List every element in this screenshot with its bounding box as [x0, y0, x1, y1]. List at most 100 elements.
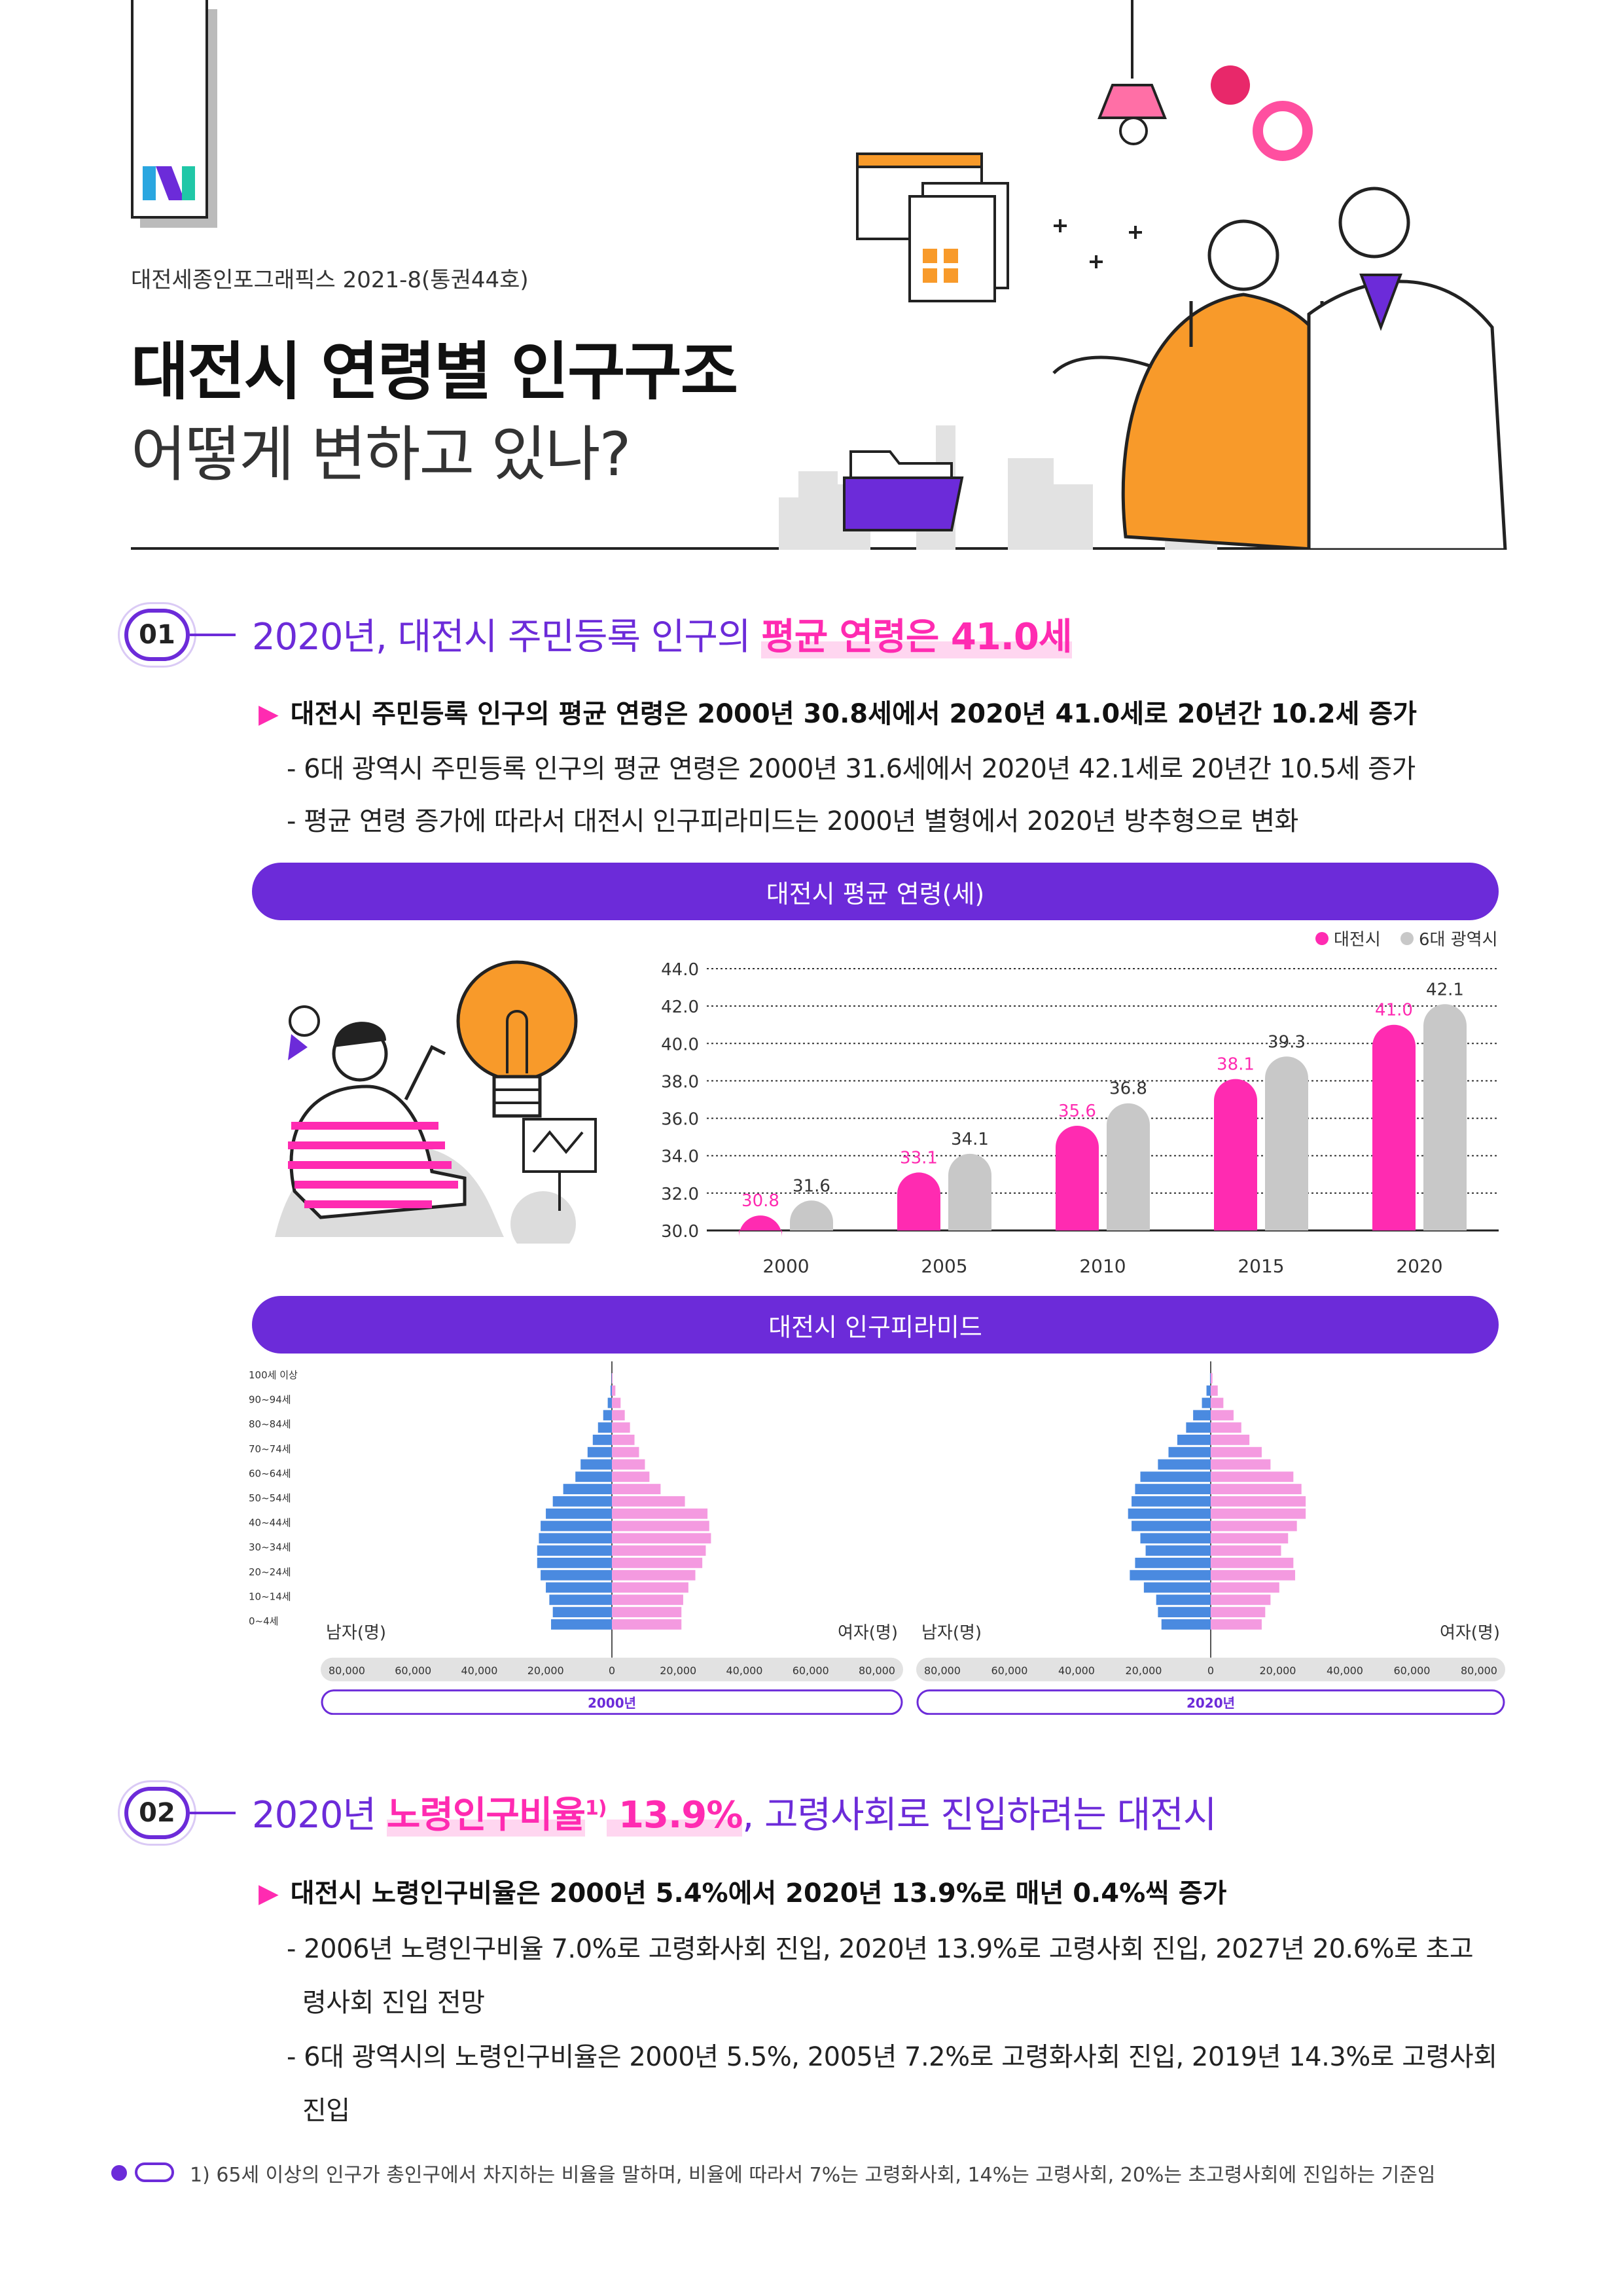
male-bar [552, 1607, 612, 1617]
data-label: 38.1 [1217, 1055, 1255, 1075]
panel-label: 2000년 [588, 1695, 636, 1711]
y-tick-label: 38.0 [661, 1072, 699, 1092]
female-bar [612, 1619, 682, 1630]
female-bar [1211, 1520, 1297, 1532]
female-bar [612, 1385, 616, 1396]
section-number-01: 01 [118, 602, 196, 668]
lightbulb-icon [456, 960, 578, 1118]
section2-bullet-sub1a: - 2006년 노령인구비율 7.0%로 고령화사회 진입, 2020년 13.… [287, 1934, 1474, 1964]
male-bar [1209, 1373, 1211, 1384]
age-group-label: 60~64세 [249, 1467, 291, 1479]
male-bar [575, 1471, 612, 1482]
bar [1107, 1103, 1150, 1230]
population-pyramid-svg: 100세 이상 90~94세 80~84세 70~74세 60~64세 50~54세 40~… [249, 1361, 1505, 1715]
x-tick-label: 0 [609, 1664, 615, 1677]
female-bar [1211, 1558, 1294, 1568]
section2-bullet-main-text: 대전시 노령인구비율은 2000년 5.4%에서 2020년 13.9%로 매년… [290, 1878, 1227, 1909]
y-tick-label: 34.0 [661, 1147, 699, 1167]
x-tick-label: 60,000 [793, 1664, 829, 1677]
y-tick-label: 42.0 [661, 997, 699, 1017]
section2-heading-highlight2: 13.9% [606, 1794, 743, 1837]
data-label: 30.8 [741, 1191, 779, 1211]
x-tick-label: 2020 [1396, 1255, 1442, 1277]
male-bar [1177, 1435, 1211, 1445]
lightbulb-illustration [275, 960, 597, 1244]
age-group-label: 80~84세 [249, 1418, 291, 1430]
legend-marker [1400, 932, 1414, 945]
section1-bullet-sub1: - 6대 광역시 주민등록 인구의 평균 연령은 2000년 31.6세에서 2… [287, 754, 1416, 784]
y-tick-label: 44.0 [661, 960, 699, 980]
x-tick-label: 80,000 [859, 1664, 895, 1677]
x-tick-label: 60,000 [395, 1664, 431, 1677]
section1-bullet-main: ▶ 대전시 주민등록 인구의 평균 연령은 2000년 30.8세에서 2020년… [259, 692, 1417, 730]
chart2-title: 대전시 인구피라미드 [252, 1296, 1499, 1354]
female-bar [1211, 1484, 1302, 1494]
x-tick-label: 80,000 [924, 1664, 961, 1677]
x-tick-label: 2000 [762, 1255, 809, 1277]
female-bar [1211, 1496, 1306, 1507]
male-axis-label: 남자(명) [326, 1623, 386, 1643]
section2-heading: 2020년 노령인구비율1) 13.9%, 고령사회로 진입하려는 대전시 [252, 1785, 1217, 1839]
female-bar [612, 1533, 711, 1544]
y-tick-label: 36.0 [661, 1110, 699, 1130]
male-bar [610, 1385, 612, 1396]
section2-bullet-sub2b: 진입 [302, 2096, 350, 2126]
bar [1423, 1004, 1467, 1230]
male-bar [1186, 1422, 1211, 1433]
folder-icon [843, 450, 964, 531]
male-bar [1143, 1582, 1211, 1593]
female-bar [612, 1459, 645, 1470]
age-group-label: 50~54세 [249, 1492, 291, 1504]
male-bar [1140, 1471, 1211, 1482]
section2-heading-text2: , 고령사회로 진입하려는 대전시 [742, 1794, 1217, 1837]
male-bar [1161, 1619, 1211, 1630]
male-bar [1135, 1558, 1211, 1568]
data-label: 33.1 [900, 1148, 938, 1168]
bar [1265, 1056, 1308, 1230]
female-bar [612, 1446, 639, 1458]
age-group-label: 40~44세 [249, 1517, 291, 1529]
male-bar [1132, 1520, 1211, 1532]
male-bar [551, 1619, 612, 1630]
female-bar [612, 1410, 625, 1421]
x-tick-label: 40,000 [461, 1664, 498, 1677]
male-bar [1158, 1459, 1211, 1470]
x-tick-label: 80,000 [329, 1664, 365, 1677]
x-tick-label: 80,000 [1461, 1664, 1497, 1677]
male-bar [563, 1484, 612, 1494]
bar [1214, 1079, 1257, 1230]
male-bar [541, 1520, 612, 1532]
male-bar [541, 1570, 612, 1581]
legend-label: 대전시 [1334, 930, 1381, 950]
female-bar [1211, 1410, 1234, 1421]
panel-label-pill [321, 1689, 903, 1715]
male-bar [539, 1533, 612, 1544]
x-tick-label: 0 [1207, 1664, 1214, 1677]
x-tick-label: 2010 [1079, 1255, 1126, 1277]
section1-heading-highlight: 평균 연령은 41.0세 [761, 616, 1073, 658]
footnote-pill-icon [135, 2162, 174, 2182]
female-bar [612, 1484, 661, 1494]
section1-heading-text: 2020년, 대전시 주민등록 인구의 [252, 616, 762, 658]
age-group-label: 10~14세 [249, 1590, 291, 1602]
data-label: 36.8 [1109, 1079, 1147, 1099]
female-bar [1211, 1619, 1262, 1630]
header-illustration [779, 0, 1507, 550]
x-tick-label: 40,000 [1058, 1664, 1095, 1677]
age-group-label: 0~4세 [249, 1615, 278, 1627]
data-label: 41.0 [1375, 1001, 1413, 1020]
female-bar [612, 1422, 630, 1433]
female-bar [1211, 1570, 1295, 1581]
triangle-bullet-icon: ▶ [259, 699, 279, 729]
x-axis-band [321, 1657, 903, 1681]
female-bar [612, 1435, 635, 1445]
average-age-chart-svg: 44.0 42.0 40.0 38.0 36.0 34.0 32.0 30.0 대전시 6대 광역… [661, 930, 1499, 1277]
female-axis-label: 여자(명) [838, 1623, 898, 1643]
female-bar [612, 1471, 650, 1482]
female-bar [612, 1508, 708, 1519]
x-tick-label: 40,000 [1327, 1664, 1363, 1677]
female-bar [1211, 1471, 1294, 1482]
female-bar [612, 1607, 682, 1617]
bar [739, 1215, 782, 1238]
female-bar [612, 1545, 706, 1556]
